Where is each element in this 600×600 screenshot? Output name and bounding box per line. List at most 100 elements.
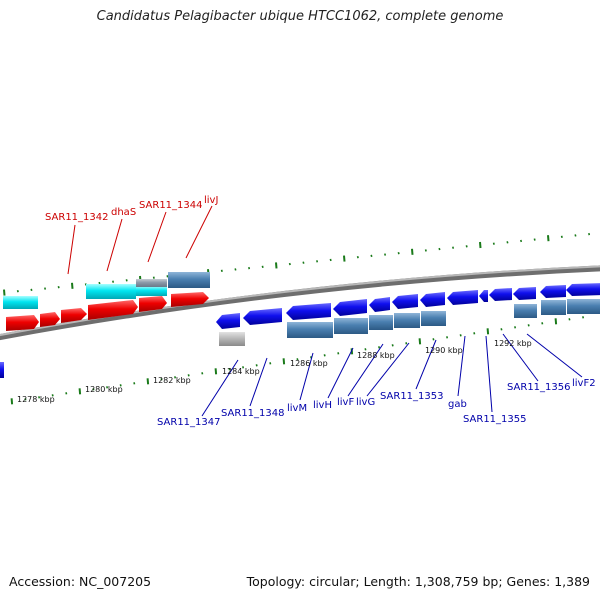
tick-mark — [418, 338, 422, 345]
gene-label-top[interactable]: dhaS — [111, 207, 136, 218]
tick-mark — [255, 364, 258, 367]
gene-blue-10[interactable] — [489, 288, 512, 301]
tick-mark — [465, 245, 468, 248]
label-leader-lines — [67, 205, 583, 417]
gene-label-bottom[interactable]: livM — [287, 403, 307, 414]
tick-mark — [452, 246, 455, 249]
label-leader — [526, 333, 583, 378]
tick-mark — [384, 253, 387, 256]
tick-mark — [125, 279, 128, 282]
tick-mark — [106, 386, 109, 389]
accession-text: Accession: NC_007205 — [9, 574, 152, 589]
gene-steel-2[interactable] — [287, 322, 333, 338]
gene-cyan-3[interactable] — [136, 286, 167, 296]
gene-red-6[interactable] — [171, 292, 209, 307]
scale-label: 1280 kbp — [85, 385, 123, 394]
tick-mark — [492, 242, 495, 245]
gene-label-bottom[interactable]: livF2 — [572, 378, 596, 389]
tick-mark — [24, 398, 27, 401]
label-leader — [299, 352, 314, 401]
gene-label-bottom[interactable]: SAR11_1347 — [157, 417, 221, 428]
tick-mark — [514, 326, 517, 329]
gene-steel-9[interactable] — [567, 299, 600, 314]
gene-label-bottom[interactable]: SAR11_1355 — [463, 414, 527, 425]
gene-blue-2[interactable] — [243, 308, 282, 325]
gene-steel-7[interactable] — [514, 304, 537, 318]
gene-steel-6[interactable] — [421, 311, 446, 326]
gene-red-5[interactable] — [139, 296, 167, 312]
scale-label: 1292 kbp — [494, 339, 532, 348]
gene-blue-edge[interactable] — [0, 362, 4, 378]
tick-mark — [432, 338, 435, 341]
gene-label-bottom[interactable]: SAR11_1353 — [380, 391, 444, 402]
gene-label-bottom[interactable]: livH — [313, 400, 332, 411]
tick-mark — [547, 235, 550, 242]
gene-blue-8[interactable] — [447, 290, 478, 305]
tick-mark — [10, 398, 14, 405]
gene-label-bottom[interactable]: SAR11_1356 — [507, 382, 571, 393]
tick-mark — [228, 368, 231, 371]
gene-gray-1[interactable] — [136, 279, 167, 287]
tick-mark — [92, 388, 95, 391]
gene-label-bottom[interactable]: livF — [337, 397, 354, 408]
reverse-genes — [0, 283, 600, 378]
tick-mark — [356, 256, 359, 259]
tick-mark — [588, 232, 591, 236]
tick-mark — [527, 324, 530, 327]
tick-mark — [302, 261, 305, 264]
tick-mark — [438, 247, 441, 251]
topology-text: Topology: circular; Length: 1,308,759 bp… — [246, 574, 590, 589]
gene-gray-2[interactable] — [219, 332, 245, 346]
gene-label-bottom[interactable]: gab — [448, 399, 467, 410]
tick-mark — [560, 235, 563, 239]
gene-steel-3[interactable] — [334, 318, 368, 334]
gene-blue-1[interactable] — [216, 313, 240, 329]
map-title: Candidatus Pelagibacter ubique HTCC1062,… — [96, 9, 504, 24]
gene-label-top[interactable]: livJ — [204, 195, 218, 206]
tick-mark — [364, 348, 367, 351]
tick-mark — [288, 262, 291, 266]
gene-steel-1[interactable] — [168, 272, 210, 288]
gene-blue-13[interactable] — [566, 283, 600, 296]
tick-mark — [506, 241, 509, 244]
tick-mark — [397, 251, 400, 255]
gene-blue-3[interactable] — [286, 303, 331, 320]
gene-cyan-2[interactable] — [86, 284, 136, 299]
tick-mark — [424, 249, 427, 252]
gene-cyan-1[interactable] — [3, 296, 38, 309]
gene-label-bottom[interactable]: SAR11_1348 — [221, 408, 285, 419]
tick-mark — [378, 346, 381, 349]
gene-red-1[interactable] — [6, 315, 39, 331]
tick-mark — [201, 372, 204, 375]
gene-label-bottom[interactable]: livG — [356, 397, 375, 408]
gene-steel-4[interactable] — [369, 315, 393, 330]
tick-mark — [146, 378, 150, 385]
tick-mark — [275, 262, 278, 269]
gene-red-3[interactable] — [61, 308, 87, 323]
gene-blue-5[interactable] — [369, 297, 390, 312]
tick-mark — [174, 376, 177, 379]
gene-blue-7[interactable] — [420, 292, 445, 307]
gene-steel-8[interactable] — [541, 300, 566, 315]
gene-blue-11[interactable] — [513, 287, 536, 300]
gene-label-top[interactable]: SAR11_1344 — [139, 200, 203, 211]
label-leader — [249, 357, 268, 407]
tick-mark — [248, 266, 251, 270]
gene-blue-12[interactable] — [540, 285, 566, 298]
tick-mark — [282, 358, 286, 365]
gene-steel-5[interactable] — [394, 313, 420, 328]
gene-blue-6[interactable] — [392, 294, 418, 309]
tick-mark — [214, 368, 218, 375]
gene-blue-4[interactable] — [333, 299, 367, 316]
label-leader — [67, 224, 76, 275]
gene-red-4[interactable] — [88, 300, 138, 320]
scale-label: 1290 kbp — [425, 346, 463, 355]
tick-mark — [486, 328, 490, 335]
gene-label-top[interactable]: SAR11_1342 — [45, 212, 109, 223]
gene-blue-9[interactable] — [479, 290, 488, 302]
gene-red-2[interactable] — [40, 312, 60, 327]
tick-mark — [568, 318, 571, 321]
tick-mark — [38, 396, 41, 399]
